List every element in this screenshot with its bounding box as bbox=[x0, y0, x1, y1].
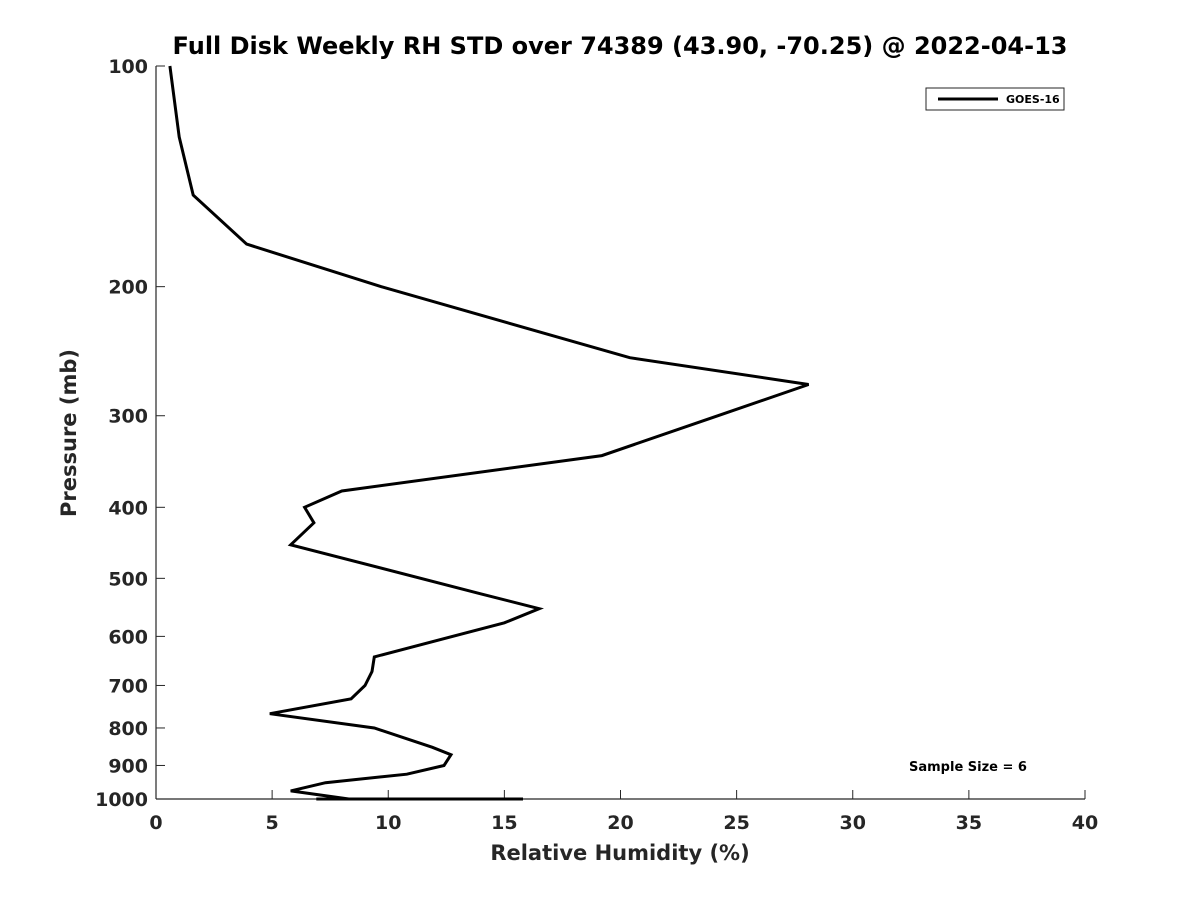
y-tick-label: 300 bbox=[108, 406, 148, 428]
y-tick-label: 800 bbox=[108, 718, 148, 740]
sample-size-annotation: Sample Size = 6 bbox=[909, 760, 1027, 775]
x-axis-label: Relative Humidity (%) bbox=[490, 841, 749, 865]
y-tick-label: 400 bbox=[108, 497, 148, 519]
y-tick-label: 200 bbox=[108, 277, 148, 299]
x-tick-label: 30 bbox=[840, 812, 866, 834]
x-tick-label: 25 bbox=[723, 812, 749, 834]
x-tick-label: 10 bbox=[375, 812, 401, 834]
series-line-goes-16 bbox=[168, 65, 810, 801]
x-tick-label: 40 bbox=[1072, 812, 1098, 834]
x-tick-label: 20 bbox=[607, 812, 633, 834]
y-tick-label: 1000 bbox=[95, 789, 148, 811]
y-tick-label: 900 bbox=[108, 755, 148, 777]
y-tick-label: 600 bbox=[108, 626, 148, 648]
y-axis-ticks: 100 200 300 400 500 600 700 800 900 1000 bbox=[95, 56, 165, 811]
x-tick-label: 5 bbox=[266, 812, 279, 834]
x-tick-label: 15 bbox=[491, 812, 517, 834]
chart-title: Full Disk Weekly RH STD over 74389 (43.9… bbox=[173, 32, 1068, 60]
y-tick-label: 100 bbox=[108, 56, 148, 78]
y-tick-label: 700 bbox=[108, 675, 148, 697]
series-layer bbox=[168, 65, 810, 801]
legend: GOES-16 bbox=[925, 87, 1065, 111]
x-tick-label: 35 bbox=[956, 812, 982, 834]
y-axis-label: Pressure (mb) bbox=[57, 349, 81, 517]
x-tick-label: 0 bbox=[149, 812, 162, 834]
legend-entry-goes16: GOES-16 bbox=[1006, 93, 1060, 106]
y-tick-label: 500 bbox=[108, 568, 148, 590]
x-axis-ticks: 0 5 10 15 20 25 30 35 40 bbox=[149, 790, 1098, 834]
